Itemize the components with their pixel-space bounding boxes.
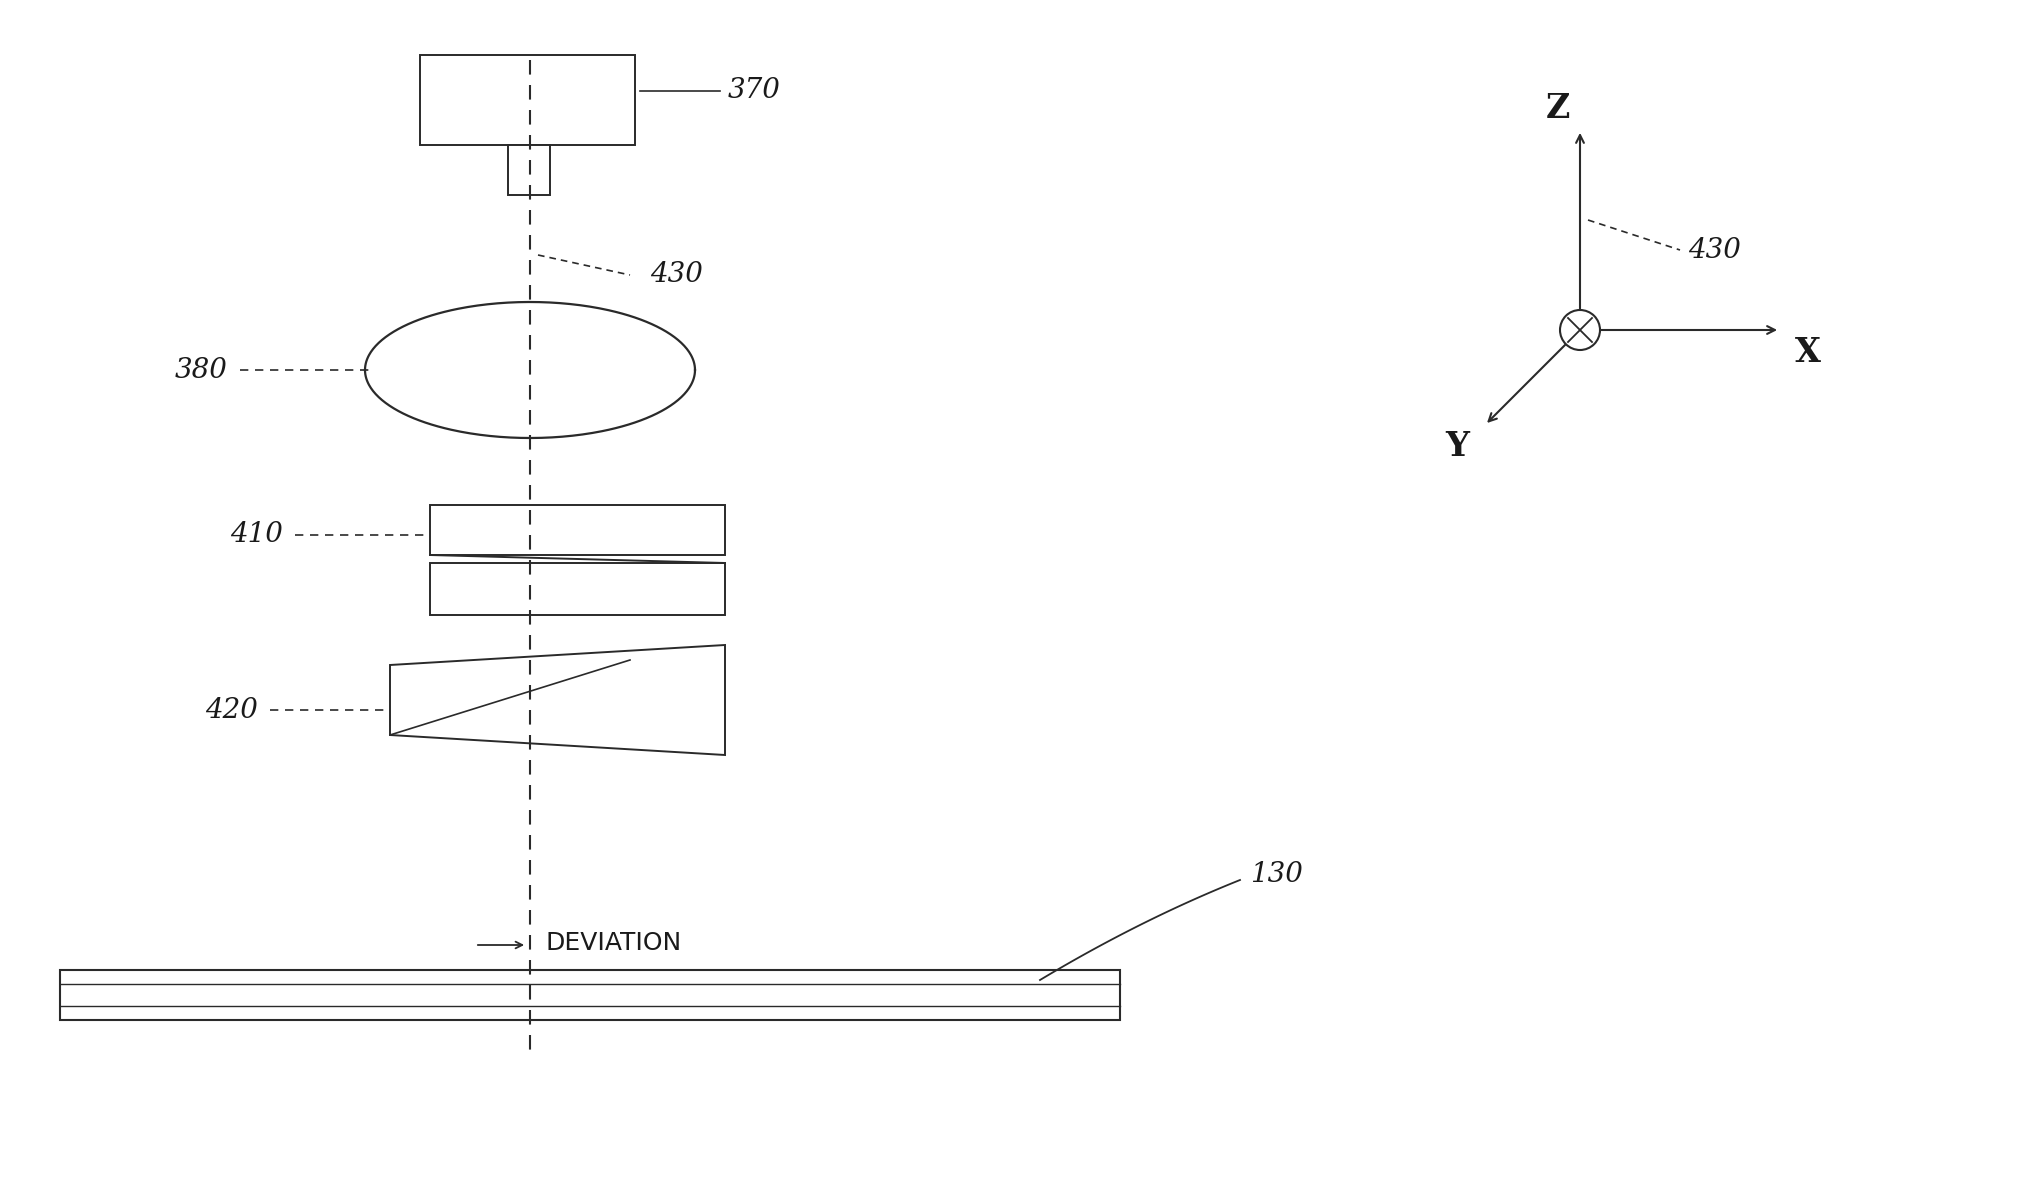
- Text: 130: 130: [1251, 862, 1304, 889]
- Bar: [419, 55, 635, 144]
- Text: 380: 380: [175, 356, 228, 384]
- Text: DEVIATION: DEVIATION: [545, 931, 681, 955]
- Polygon shape: [429, 563, 724, 615]
- Text: Z: Z: [1546, 92, 1570, 124]
- Bar: [508, 144, 549, 195]
- Text: X: X: [1794, 336, 1820, 368]
- Text: 430: 430: [1688, 236, 1741, 264]
- Text: 370: 370: [728, 77, 781, 105]
- Bar: [59, 970, 1121, 1020]
- Text: 410: 410: [230, 521, 283, 549]
- Text: 420: 420: [205, 696, 258, 724]
- Circle shape: [1560, 309, 1601, 350]
- Text: 430: 430: [651, 261, 704, 289]
- Polygon shape: [429, 504, 724, 555]
- Text: Y: Y: [1444, 431, 1469, 464]
- Polygon shape: [391, 645, 724, 755]
